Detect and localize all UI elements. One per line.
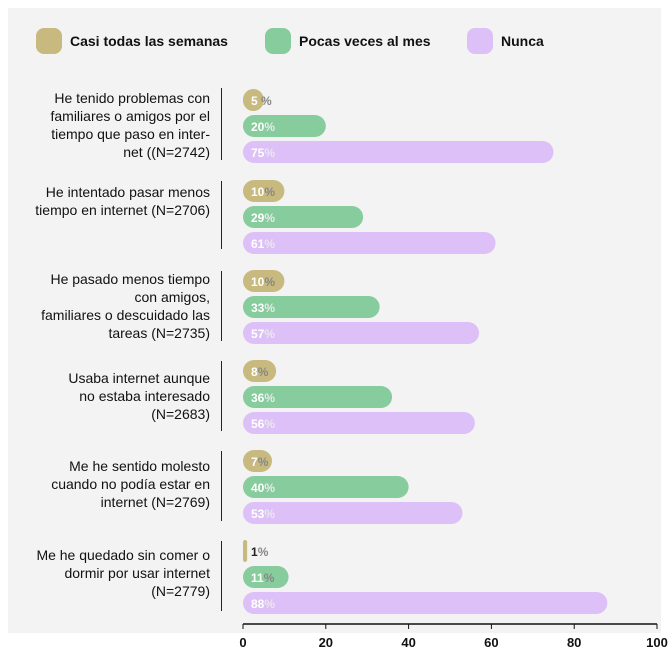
bar bbox=[243, 540, 248, 562]
bar-value-label: 40% bbox=[251, 481, 275, 495]
legend-swatch-nunca bbox=[467, 28, 493, 54]
bar-value-label: 33% bbox=[251, 301, 275, 315]
legend-item-pocas-veces: Pocas veces al mes bbox=[265, 28, 431, 54]
category-divider bbox=[221, 88, 222, 160]
bar bbox=[243, 206, 364, 228]
bar-value-label: 36% bbox=[251, 391, 275, 405]
bar-value-label: 11% bbox=[251, 571, 275, 585]
category-divider bbox=[221, 541, 222, 611]
category-label-molesto: Me he sentido molesto cuando no podía es… bbox=[51, 458, 210, 510]
category-label-sin-comer: Me he quedado sin comer o dormir por usa… bbox=[36, 547, 210, 599]
category-label-menos-tiempo: He pasado menos tiempo con amigos, famil… bbox=[41, 271, 210, 341]
bar bbox=[243, 566, 289, 588]
bar bbox=[243, 476, 409, 498]
bar bbox=[243, 89, 264, 111]
category-label-problemas: He tenido problemas con familiares o ami… bbox=[50, 90, 210, 160]
legend-item-nunca: Nunca bbox=[467, 28, 544, 54]
bar bbox=[243, 592, 608, 614]
chart-card bbox=[8, 8, 661, 633]
bar-value-label: 88% bbox=[251, 597, 275, 611]
bar-value-label: 10% bbox=[251, 275, 275, 289]
bar bbox=[243, 412, 475, 434]
bar-value-label: 61% bbox=[251, 237, 275, 251]
category-divider bbox=[221, 271, 222, 341]
category-label-usaba: Usaba internet aunque no estaba interesa… bbox=[68, 370, 210, 422]
bar-value-label: 1% bbox=[251, 545, 269, 559]
bar-value-label: 10% bbox=[251, 185, 275, 199]
bar bbox=[243, 502, 463, 524]
bar-value-label: 57% bbox=[251, 327, 275, 341]
bar bbox=[243, 322, 479, 344]
bar-value-label: 29% bbox=[251, 211, 275, 225]
bar bbox=[243, 180, 285, 202]
bar-value-label: 7% bbox=[251, 455, 269, 469]
legend-label-nunca: Nunca bbox=[501, 33, 544, 49]
bar-value-label: 20% bbox=[251, 120, 275, 134]
bar bbox=[243, 450, 272, 472]
legend-label-casi-todas: Casi todas las semanas bbox=[70, 33, 228, 49]
category-divider bbox=[221, 361, 222, 431]
bar-value-label: 53% bbox=[251, 507, 275, 521]
x-tick-label: 0 bbox=[239, 635, 246, 650]
x-tick-label: 20 bbox=[319, 635, 333, 650]
bar-value-label: 5 % bbox=[251, 94, 272, 108]
x-tick-label: 100 bbox=[646, 635, 668, 650]
legend-item-casi-todas: Casi todas las semanas bbox=[36, 28, 228, 54]
legend-swatch-pocas-veces bbox=[265, 28, 291, 54]
category-divider bbox=[221, 181, 222, 249]
bar bbox=[243, 141, 554, 163]
bar-value-label: 56% bbox=[251, 417, 275, 431]
bar bbox=[243, 270, 285, 292]
bar-value-label: 8% bbox=[251, 365, 269, 379]
legend-swatch-casi-todas bbox=[36, 28, 62, 54]
x-tick-label: 40 bbox=[401, 635, 415, 650]
x-tick-label: 60 bbox=[484, 635, 498, 650]
bar bbox=[243, 296, 380, 318]
bar bbox=[243, 360, 277, 382]
category-divider bbox=[221, 451, 222, 521]
legend-label-pocas-veces: Pocas veces al mes bbox=[299, 33, 431, 49]
x-tick-label: 80 bbox=[567, 635, 581, 650]
bar bbox=[243, 115, 326, 137]
bar bbox=[243, 386, 393, 408]
bar bbox=[243, 232, 496, 254]
bar-value-label: 75% bbox=[251, 146, 275, 160]
category-label-intentado: He intentado pasar menos tiempo en inter… bbox=[35, 184, 210, 218]
